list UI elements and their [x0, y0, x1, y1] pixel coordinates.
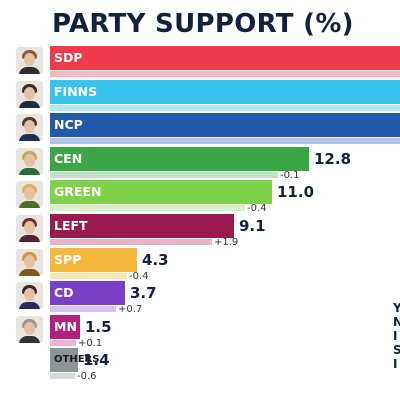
bar-others: OTHERS [50, 348, 99, 373]
bar-category-label: CD [54, 285, 74, 301]
value-label: 11.0 [277, 183, 315, 202]
leader-portrait-ncp [16, 114, 43, 142]
change-label: +0.1 [78, 337, 103, 349]
value-label: 12.8 [314, 149, 352, 168]
bar-cen: CEN [50, 146, 309, 171]
change-bar-mn [50, 339, 76, 346]
change-bar-green [50, 205, 245, 212]
leader-portrait-green [16, 181, 43, 209]
bar-category-label: LEFT [54, 218, 88, 233]
bar-spp: SPP [50, 247, 137, 272]
change-label: +0.7 [118, 304, 143, 316]
change-bar-cd [50, 306, 116, 313]
bar-row-cen: CEN 12.8 -0.1 [0, 146, 400, 181]
change-bar-sdp [50, 71, 400, 77]
value-label: 4.3 [142, 250, 169, 269]
change-label: -0.4 [129, 270, 149, 282]
change-label: +1.9 [214, 237, 239, 248]
cutoff-letter: N [393, 315, 400, 329]
change-label: -0.4 [247, 203, 267, 215]
bar-row-mn: MN 1.5 +0.1 [0, 314, 400, 349]
change-bar-spp [50, 272, 127, 279]
bar-category-label: GREEN [54, 184, 102, 200]
change-bar-ncp [50, 138, 400, 145]
change-bar-cen [50, 171, 278, 178]
value-label: 1.4 [83, 351, 110, 370]
bar-row-cd: CD 3.7 +0.7 [0, 281, 400, 316]
bar-green: GREEN [50, 180, 272, 205]
cutoff-letter: I [393, 357, 398, 371]
value-label: 3.7 [130, 284, 157, 303]
change-bar-finns [50, 104, 400, 111]
change-label: -0.6 [77, 371, 97, 383]
bar-category-label: FINNS [54, 83, 98, 99]
leader-portrait-cd [16, 282, 43, 310]
bar-row-left: LEFT 9.1 +1.9 [0, 214, 400, 248]
bar-category-label: MN [54, 318, 77, 334]
bar-mn: MN [50, 314, 80, 339]
cutoff-letter: S [393, 343, 400, 357]
leader-portrait-finns [16, 80, 43, 108]
bar-cd: CD [50, 281, 125, 306]
bar-category-label: SPP [54, 251, 82, 267]
change-bar-others [50, 373, 75, 380]
leader-portrait-spp [16, 248, 43, 276]
change-label: -0.1 [280, 169, 300, 181]
bar-category-label: SDP [54, 50, 83, 65]
leader-portrait-mn [16, 315, 43, 343]
bar-row-others: OTHERS 1.4 -0.6 [0, 348, 400, 383]
cutoff-letter: I [393, 329, 398, 343]
bar-row-sdp: SDP [0, 46, 400, 79]
leader-portrait-left [16, 215, 43, 242]
change-bar-left [50, 239, 212, 245]
bar-row-green: GREEN 11.0 -0.4 [0, 180, 400, 215]
bar-finns: FINNS [50, 79, 400, 104]
value-label: 9.1 [239, 217, 266, 235]
value-label: 1.5 [85, 317, 112, 336]
bar-row-finns: FINNS [0, 79, 400, 113]
bar-row-spp: SPP 4.3 -0.4 [0, 247, 400, 282]
bar-row-ncp: NCP [0, 113, 400, 146]
cutoff-letter: Y [393, 301, 400, 315]
bar-category-label: CEN [54, 150, 83, 166]
bar-left: LEFT [50, 214, 234, 238]
bar-category-label: OTHERS [54, 354, 100, 366]
leader-portrait-sdp [16, 47, 43, 74]
bar-ncp: NCP [50, 113, 400, 138]
leader-portrait-cen [16, 147, 43, 175]
chart-title: PARTY SUPPORT (%) [52, 9, 354, 39]
bar-category-label: NCP [54, 117, 83, 133]
bar-sdp: SDP [50, 46, 400, 70]
